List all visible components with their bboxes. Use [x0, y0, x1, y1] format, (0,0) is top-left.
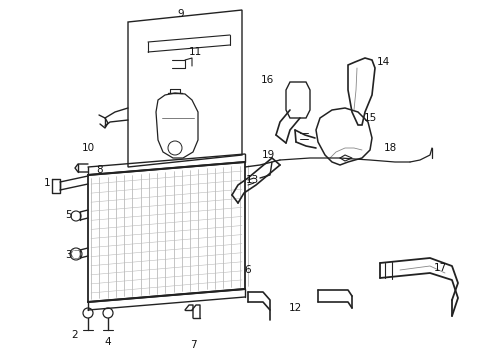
Text: 11: 11: [188, 47, 201, 57]
Text: 17: 17: [433, 263, 446, 273]
Text: 1: 1: [44, 178, 50, 188]
Text: 16: 16: [260, 75, 273, 85]
Text: 12: 12: [289, 303, 302, 313]
Text: 3: 3: [65, 250, 72, 260]
Text: 13: 13: [245, 175, 259, 185]
Text: 10: 10: [81, 143, 95, 153]
Text: 6: 6: [245, 265, 251, 275]
Text: 15: 15: [364, 113, 377, 123]
Text: 9: 9: [178, 9, 184, 19]
Text: 19: 19: [261, 150, 274, 160]
Text: 2: 2: [72, 330, 78, 340]
Text: 5: 5: [65, 210, 72, 220]
Text: 8: 8: [97, 165, 103, 175]
Text: 4: 4: [105, 337, 111, 347]
Text: 14: 14: [376, 57, 390, 67]
Text: 18: 18: [383, 143, 396, 153]
Text: 7: 7: [190, 340, 196, 350]
